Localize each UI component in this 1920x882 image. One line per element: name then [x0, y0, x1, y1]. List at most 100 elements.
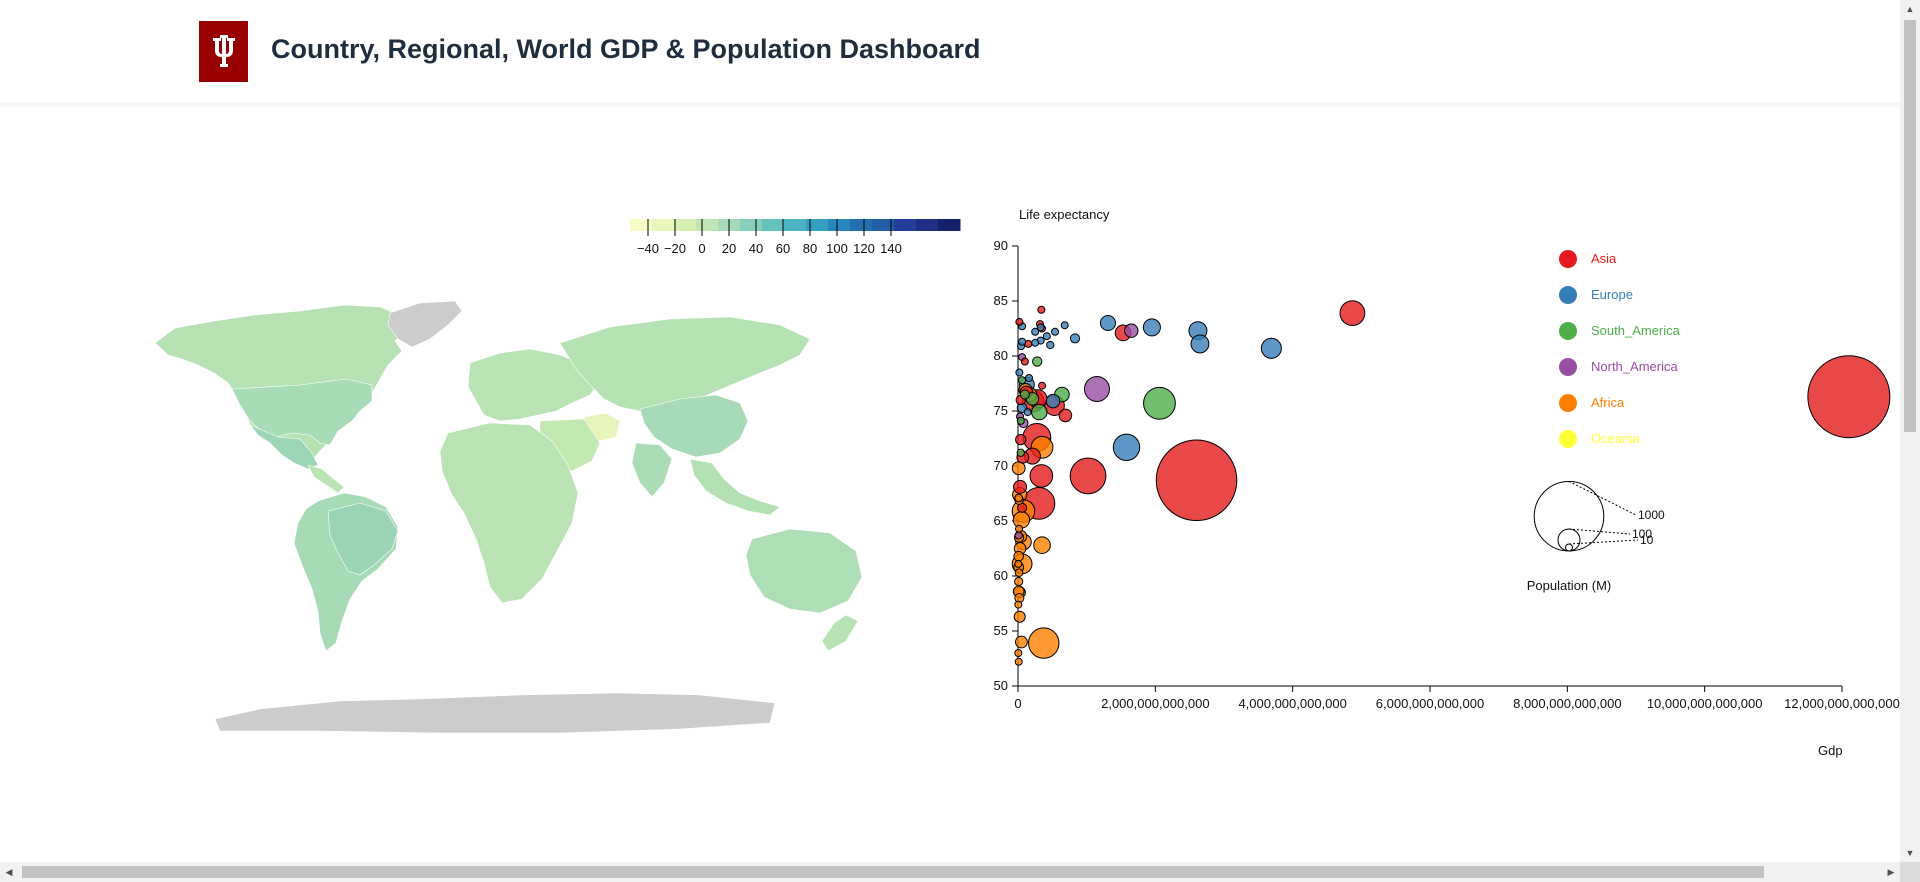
- scroll-up-arrow-icon[interactable]: ▲: [1905, 4, 1915, 14]
- vertical-scrollbar[interactable]: ▲ ▼: [1900, 0, 1920, 862]
- bubble-europe[interactable]: [1023, 408, 1032, 417]
- iu-logo: [199, 21, 248, 82]
- bubble-africa[interactable]: [1014, 657, 1023, 666]
- bubble-asia[interactable]: [1038, 381, 1047, 390]
- y-tick-label: 80: [994, 348, 1008, 363]
- bubble-europe[interactable]: [1051, 327, 1060, 336]
- bubble-europe[interactable]: [1260, 337, 1282, 359]
- gdp-life-expectancy-scatter: Life expectancy Gdp 50 55 60 65 70 75 80 85 90 0…: [994, 207, 1900, 758]
- bubble-asia[interactable]: [1037, 305, 1046, 314]
- color-tick-label: 140: [880, 241, 902, 256]
- bubble-asia[interactable]: [1015, 433, 1027, 446]
- bubble-africa[interactable]: [1014, 568, 1024, 578]
- color-swatch: [894, 219, 917, 231]
- dashboard-canvas: −40 −20 0 20 40 60 80 100 120 140 Life expectancy…: [154, 207, 1900, 758]
- page-title: Country, Regional, World GDP & Populatio…: [271, 34, 981, 64]
- bubble-africa[interactable]: [1014, 559, 1023, 568]
- bubble-asia[interactable]: [1013, 479, 1028, 494]
- horizontal-scrollbar[interactable]: ◀ ▶: [0, 862, 1900, 882]
- vertical-scroll-thumb[interactable]: [1904, 20, 1916, 432]
- bubble-south_america[interactable]: [1031, 403, 1048, 421]
- bubble-north_america[interactable]: [1124, 323, 1139, 338]
- bubble-europe[interactable]: [1099, 314, 1116, 332]
- scrollbar-corner: [1900, 862, 1920, 882]
- size-legend-circle: [1557, 528, 1581, 552]
- y-tick-label: 70: [994, 458, 1008, 473]
- bubble-europe[interactable]: [1031, 338, 1040, 347]
- bubble-europe[interactable]: [1069, 333, 1081, 344]
- bubble-europe[interactable]: [1112, 433, 1141, 461]
- bubble-africa[interactable]: [1014, 493, 1023, 503]
- scroll-right-arrow-icon[interactable]: ▶: [1887, 866, 1895, 877]
- bubble-africa[interactable]: [1014, 600, 1023, 609]
- y-tick-label: 75: [994, 403, 1008, 418]
- x-axis: 0 2,000,000,000,000 4,000,000,000,000 6,000…: [1014, 685, 1900, 711]
- legend-label: Africa: [1591, 395, 1625, 410]
- legend-dot: [1559, 358, 1577, 376]
- bubble-europe[interactable]: [1031, 327, 1040, 336]
- bubble-series[interactable]: [1011, 300, 1891, 666]
- scroll-down-arrow-icon[interactable]: ▼: [1905, 848, 1915, 858]
- map-brazil[interactable]: [327, 502, 399, 576]
- bubble-africa[interactable]: [1028, 627, 1060, 659]
- map-china[interactable]: [639, 394, 749, 458]
- bubble-south_america[interactable]: [1143, 386, 1176, 420]
- x-tick-label: 2,000,000,000,000: [1101, 696, 1209, 711]
- map-australia[interactable]: [745, 528, 863, 614]
- bubble-africa[interactable]: [1015, 524, 1024, 533]
- bubble-africa[interactable]: [1014, 576, 1024, 587]
- color-swatch: [938, 219, 961, 231]
- legend-label: Asia: [1591, 251, 1617, 266]
- bubble-north_america[interactable]: [1014, 531, 1023, 540]
- map-russia-asia[interactable]: [559, 316, 811, 412]
- bubble-africa[interactable]: [1014, 649, 1023, 657]
- bubble-africa[interactable]: [1013, 550, 1024, 562]
- bubble-europe[interactable]: [1045, 393, 1061, 409]
- y-tick-label: 55: [994, 623, 1008, 638]
- map-mexico[interactable]: [249, 424, 319, 470]
- bubble-south_america[interactable]: [1032, 356, 1043, 367]
- bubble-europe[interactable]: [1046, 340, 1055, 350]
- bubble-north_america[interactable]: [1083, 376, 1110, 402]
- bubble-europe[interactable]: [1018, 337, 1027, 346]
- bubble-africa[interactable]: [1011, 461, 1026, 476]
- bubble-africa[interactable]: [1013, 610, 1026, 623]
- bubble-europe[interactable]: [1190, 334, 1210, 354]
- legend-dot: [1559, 322, 1577, 340]
- world-choropleth-map[interactable]: [154, 300, 863, 734]
- size-legend-leader: [1568, 481, 1637, 516]
- map-usa[interactable]: [231, 378, 373, 446]
- bubble-asia[interactable]: [1029, 464, 1054, 488]
- bubble-europe[interactable]: [1042, 332, 1051, 341]
- legend-dot: [1559, 430, 1577, 448]
- bubble-asia[interactable]: [1069, 457, 1107, 495]
- bubble-asia[interactable]: [1807, 355, 1891, 439]
- bubble-africa[interactable]: [1015, 635, 1028, 649]
- bubble-europe[interactable]: [1036, 323, 1045, 332]
- bubble-south_america[interactable]: [1016, 448, 1025, 457]
- map-europe[interactable]: [467, 348, 601, 422]
- bubble-south_america[interactable]: [1018, 376, 1027, 385]
- color-tick-label: 80: [803, 241, 817, 256]
- x-tick-label: 8,000,000,000,000: [1513, 696, 1621, 711]
- bubble-europe[interactable]: [1024, 374, 1033, 382]
- bubble-africa[interactable]: [1033, 536, 1051, 555]
- bubble-asia[interactable]: [1339, 300, 1366, 326]
- bubble-south_america[interactable]: [1019, 389, 1030, 400]
- map-greenland: [387, 300, 463, 348]
- bubble-asia[interactable]: [1020, 357, 1029, 366]
- bubble-europe[interactable]: [1015, 368, 1024, 377]
- map-africa[interactable]: [439, 422, 579, 604]
- bubble-europe[interactable]: [1060, 321, 1069, 330]
- map-central-america[interactable]: [307, 464, 345, 494]
- bubble-asia[interactable]: [1058, 408, 1073, 423]
- bubble-south_america[interactable]: [1016, 416, 1025, 425]
- horizontal-scroll-thumb[interactable]: [22, 866, 1764, 878]
- map-new-zealand[interactable]: [821, 614, 859, 652]
- scroll-left-arrow-icon[interactable]: ◀: [5, 866, 13, 877]
- bubble-asia[interactable]: [1155, 439, 1238, 522]
- map-southeast-asia[interactable]: [689, 458, 781, 516]
- map-india[interactable]: [631, 442, 673, 498]
- bubble-europe[interactable]: [1142, 318, 1161, 337]
- bubble-asia[interactable]: [1015, 317, 1024, 326]
